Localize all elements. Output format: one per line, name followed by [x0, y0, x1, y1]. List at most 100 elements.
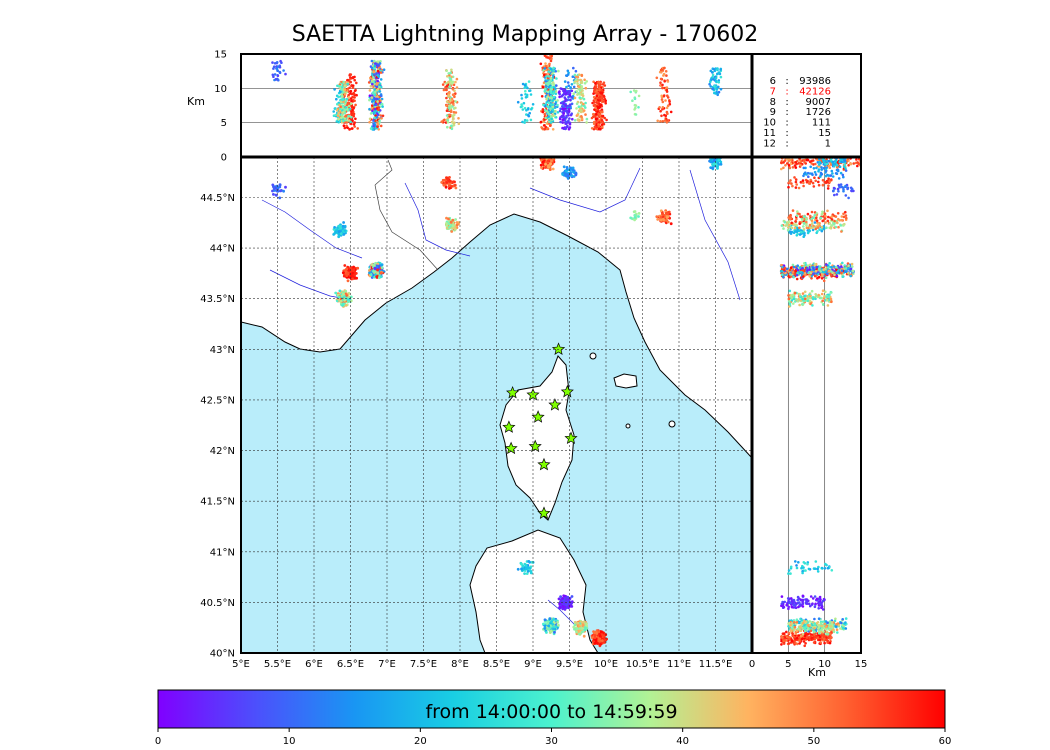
map-source-point	[451, 224, 455, 228]
lat-height-source-point	[802, 181, 805, 185]
lat-height-source-point	[792, 265, 796, 269]
height-source-point	[376, 123, 380, 126]
lat-height-source-point	[821, 210, 824, 214]
lat-height-source-point	[844, 184, 847, 188]
lat-height-source-point	[840, 218, 843, 222]
height-source-point	[343, 126, 347, 130]
map-source-point	[574, 173, 578, 177]
map-source-point	[656, 218, 660, 221]
lat-height-source-point	[815, 265, 819, 269]
lat-height-source-point	[835, 274, 839, 278]
height-source-point	[377, 108, 380, 111]
lat-height-source-point	[802, 275, 805, 278]
height-source-point	[376, 79, 379, 83]
lat-height-source-point	[818, 224, 821, 227]
height-source-point	[378, 90, 382, 93]
height-source-point	[568, 126, 572, 129]
height-source-point	[448, 85, 451, 88]
height-source-point	[631, 99, 634, 102]
height-source-point	[520, 103, 523, 106]
lat-height-source-point	[817, 183, 821, 187]
height-source-point	[564, 126, 568, 129]
lat-height-source-point	[820, 212, 824, 216]
lat-height-source-point	[833, 219, 836, 223]
lat-height-source-point	[801, 179, 805, 182]
height-source-point	[282, 69, 285, 72]
height-source-point	[544, 80, 548, 83]
capraia-island	[589, 352, 597, 360]
height-source-point	[445, 88, 448, 92]
map-source-point	[548, 617, 552, 621]
height-source-point	[450, 127, 454, 131]
lat-height-source-point	[847, 196, 850, 200]
height-source-point	[568, 91, 571, 94]
map-source-point	[545, 631, 548, 634]
height-source-point	[344, 106, 348, 109]
lat-height-source-point	[802, 228, 806, 231]
lat-height-source-point	[799, 164, 802, 167]
height-source-point	[445, 96, 448, 100]
height-source-point	[448, 91, 451, 95]
lat-height-source-point	[806, 266, 809, 270]
lat-height-source-point	[815, 294, 818, 298]
height-source-point	[376, 100, 379, 103]
height-source-point	[660, 98, 664, 101]
height-source-point	[562, 92, 566, 96]
lat-height-source-point	[851, 265, 854, 268]
lat-height-source-point	[814, 162, 817, 166]
map-source-point	[376, 271, 379, 275]
lat-height-source-point	[820, 172, 824, 176]
lat-height-source-point	[812, 267, 815, 270]
map-source-point	[544, 166, 547, 169]
lat-height-source-point	[788, 302, 792, 306]
lat-height-source-point	[784, 164, 787, 167]
lat-height-source-point	[827, 174, 831, 177]
lat-height-source-point	[840, 269, 844, 273]
lat-height-source-point	[794, 166, 798, 169]
height-source-point	[594, 82, 597, 85]
lat-height-source-point	[837, 183, 841, 187]
height-source-point	[355, 93, 358, 97]
height-source-point	[521, 108, 525, 111]
height-source-point	[552, 95, 556, 99]
height-source-point	[278, 65, 282, 69]
lat-height-source-point	[811, 297, 815, 301]
lat-height-source-point	[812, 167, 816, 170]
height-source-point	[529, 93, 533, 96]
height-source-point	[349, 97, 353, 100]
borders	[374, 159, 439, 271]
height-source-point	[446, 125, 449, 129]
lat-height-source-point	[824, 221, 827, 224]
map-source-point	[346, 271, 350, 275]
lat-height-source-point	[806, 179, 809, 183]
height-source-point	[453, 95, 456, 99]
lat-height-source-point	[797, 297, 801, 301]
lat-height-source-point	[794, 180, 798, 184]
lat-height-source-point	[814, 173, 818, 176]
lat-height-source-point	[795, 267, 798, 270]
height-source-point	[452, 110, 456, 114]
height-source-point	[368, 89, 372, 92]
lat-height-source-point	[828, 262, 831, 265]
lat-height-source-point	[780, 224, 784, 227]
height-source-point	[379, 71, 383, 74]
height-source-point	[451, 115, 455, 119]
map-source-point	[580, 627, 584, 630]
height-source-point	[348, 86, 351, 90]
lat-height-source-point	[829, 163, 833, 166]
lat-height-source-point	[803, 297, 807, 301]
lat-height-source-point	[820, 296, 823, 300]
lat-height-source-point	[795, 223, 798, 227]
lat-height-source-point	[807, 296, 810, 300]
height-source-point	[580, 115, 583, 118]
map-source-point	[337, 230, 341, 234]
lon-tick-label: 11°E	[667, 659, 691, 670]
height-source-point	[520, 97, 524, 100]
lat-height-source-point	[825, 295, 829, 299]
map-source-point	[540, 159, 543, 162]
map-source-point	[369, 273, 373, 276]
height-source-point	[342, 80, 345, 84]
height-source-point	[597, 80, 601, 84]
